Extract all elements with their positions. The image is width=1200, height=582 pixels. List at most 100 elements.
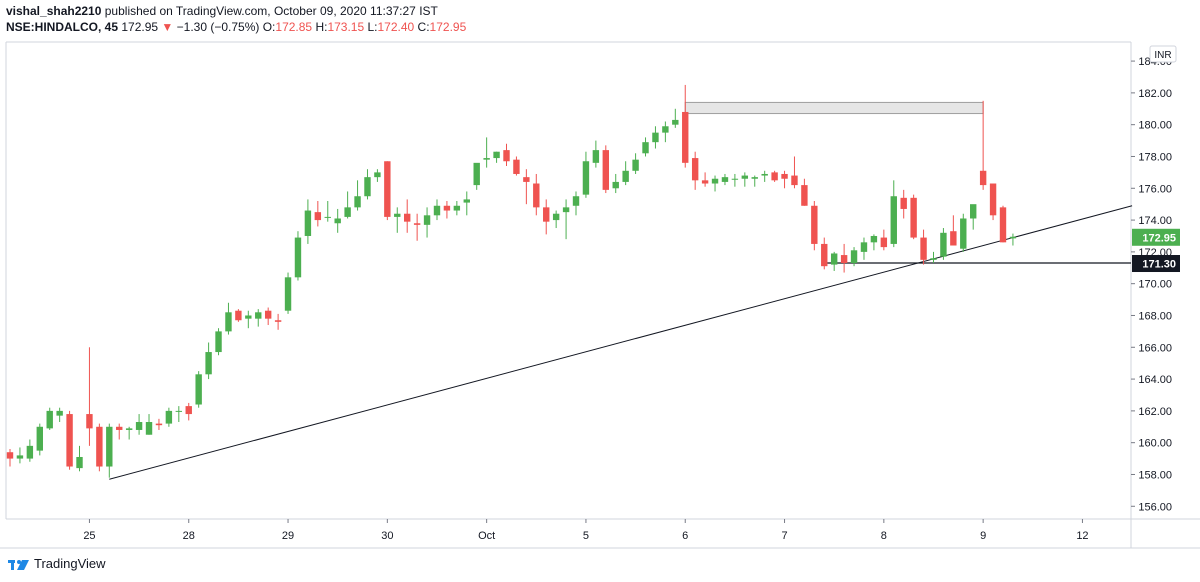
candle-body bbox=[552, 213, 560, 221]
candle-body bbox=[781, 173, 788, 179]
candle-body bbox=[354, 196, 361, 208]
candle-body bbox=[870, 235, 878, 243]
y-tick-label: 170.00 bbox=[1138, 279, 1172, 291]
y-tick-label: 168.00 bbox=[1138, 310, 1172, 322]
candle-body bbox=[255, 312, 262, 319]
candle-body bbox=[493, 151, 500, 159]
candle-body bbox=[56, 410, 63, 416]
candle-body bbox=[632, 159, 639, 171]
candle-body bbox=[175, 410, 183, 412]
level-price-box bbox=[1132, 255, 1180, 273]
candle-body bbox=[840, 255, 848, 264]
y-tick-label: 182.00 bbox=[1138, 88, 1172, 100]
low-value: 172.40 bbox=[377, 20, 415, 34]
currency-badge bbox=[1149, 45, 1177, 63]
footer-brand[interactable]: TradingView bbox=[34, 556, 106, 571]
candle-body bbox=[582, 161, 590, 195]
symbol-legend: NSE:HINDALCO, 45 172.95 ▼ −1.30 (−0.75%)… bbox=[6, 20, 466, 34]
candle-body bbox=[86, 414, 93, 429]
candle-body bbox=[612, 181, 619, 189]
x-tick-label: 30 bbox=[381, 530, 393, 542]
currency-label: INR bbox=[1154, 50, 1171, 61]
candle-body bbox=[970, 204, 977, 219]
last-price-box bbox=[1132, 228, 1180, 246]
x-tick-label: 5 bbox=[583, 530, 589, 542]
candle-body bbox=[989, 183, 997, 216]
candle-body bbox=[910, 197, 917, 238]
y-tick-label: 174.00 bbox=[1138, 215, 1172, 227]
candle-body bbox=[205, 352, 212, 375]
candle-body bbox=[155, 423, 163, 426]
candle-body bbox=[652, 132, 659, 143]
x-tick-label: 8 bbox=[881, 530, 887, 542]
candle-body bbox=[6, 452, 14, 459]
publish-info: vishal_shah2210 published on TradingView… bbox=[6, 4, 438, 18]
candle-body bbox=[413, 223, 421, 225]
candle-body bbox=[215, 331, 222, 353]
candle-body bbox=[682, 111, 689, 163]
candle-body bbox=[672, 119, 679, 125]
author-name[interactable]: vishal_shah2210 bbox=[6, 4, 102, 18]
candle-body bbox=[274, 320, 282, 322]
candle-body bbox=[145, 422, 153, 435]
x-tick-label: 7 bbox=[781, 530, 787, 542]
candle-body bbox=[562, 207, 570, 213]
candle-body bbox=[46, 410, 53, 429]
range-rectangle bbox=[684, 101, 984, 115]
candle-body bbox=[423, 215, 431, 225]
high-value: 173.15 bbox=[327, 20, 365, 34]
candle-body bbox=[523, 177, 530, 182]
candle-body bbox=[821, 243, 828, 267]
candles bbox=[6, 84, 1017, 478]
candle-body bbox=[503, 150, 510, 162]
close-label: C: bbox=[417, 20, 430, 34]
chart-grid bbox=[0, 41, 1200, 549]
candle-body bbox=[691, 158, 699, 181]
y-tick-label: 160.00 bbox=[1138, 438, 1172, 450]
candle-body bbox=[543, 207, 550, 222]
symbol-name[interactable]: NSE:HINDALCO, 45 bbox=[6, 20, 119, 34]
candle-body bbox=[225, 312, 232, 332]
candle-body bbox=[26, 445, 34, 459]
candle-body bbox=[979, 170, 987, 186]
candle-body bbox=[771, 172, 778, 181]
candle-body bbox=[533, 183, 540, 208]
candle-body bbox=[106, 426, 113, 467]
candle-body bbox=[880, 237, 888, 248]
y-tick-label: 158.00 bbox=[1138, 469, 1172, 481]
x-tick-label: 6 bbox=[682, 530, 688, 542]
y-tick-label: 156.00 bbox=[1138, 501, 1172, 513]
candle-body bbox=[701, 180, 709, 184]
candle-body bbox=[830, 253, 838, 265]
y-tick-label: 166.00 bbox=[1138, 342, 1172, 354]
close-value: 172.95 bbox=[429, 20, 467, 34]
candle-body bbox=[642, 142, 649, 154]
candle-body bbox=[662, 126, 669, 133]
last-price: 172.95 bbox=[121, 20, 159, 34]
candle-body bbox=[135, 422, 143, 430]
candle-body bbox=[394, 213, 401, 217]
candle-body bbox=[16, 455, 24, 459]
candle-body bbox=[374, 172, 381, 178]
candle-body bbox=[860, 242, 868, 252]
candle-body bbox=[950, 231, 957, 246]
candle-body bbox=[36, 426, 43, 451]
candle-body bbox=[76, 456, 83, 469]
candle-body bbox=[1009, 236, 1017, 239]
down-triangle-icon: ▼ bbox=[161, 20, 174, 34]
candle-body bbox=[384, 161, 391, 217]
candle-body bbox=[463, 199, 470, 203]
chart-drawings bbox=[109, 101, 1133, 480]
candle-body bbox=[592, 150, 600, 163]
y-tick-label: 162.00 bbox=[1138, 406, 1172, 418]
footer: TradingView bbox=[8, 556, 106, 571]
price-change: −1.30 (−0.75%) bbox=[176, 20, 260, 34]
candle-body bbox=[235, 310, 242, 321]
candle-body bbox=[294, 237, 302, 278]
candle-body bbox=[920, 237, 927, 260]
x-tick-label: 9 bbox=[980, 530, 986, 542]
candle-body bbox=[66, 414, 73, 467]
candle-body bbox=[900, 197, 907, 209]
y-tick-label: 178.00 bbox=[1138, 151, 1172, 163]
